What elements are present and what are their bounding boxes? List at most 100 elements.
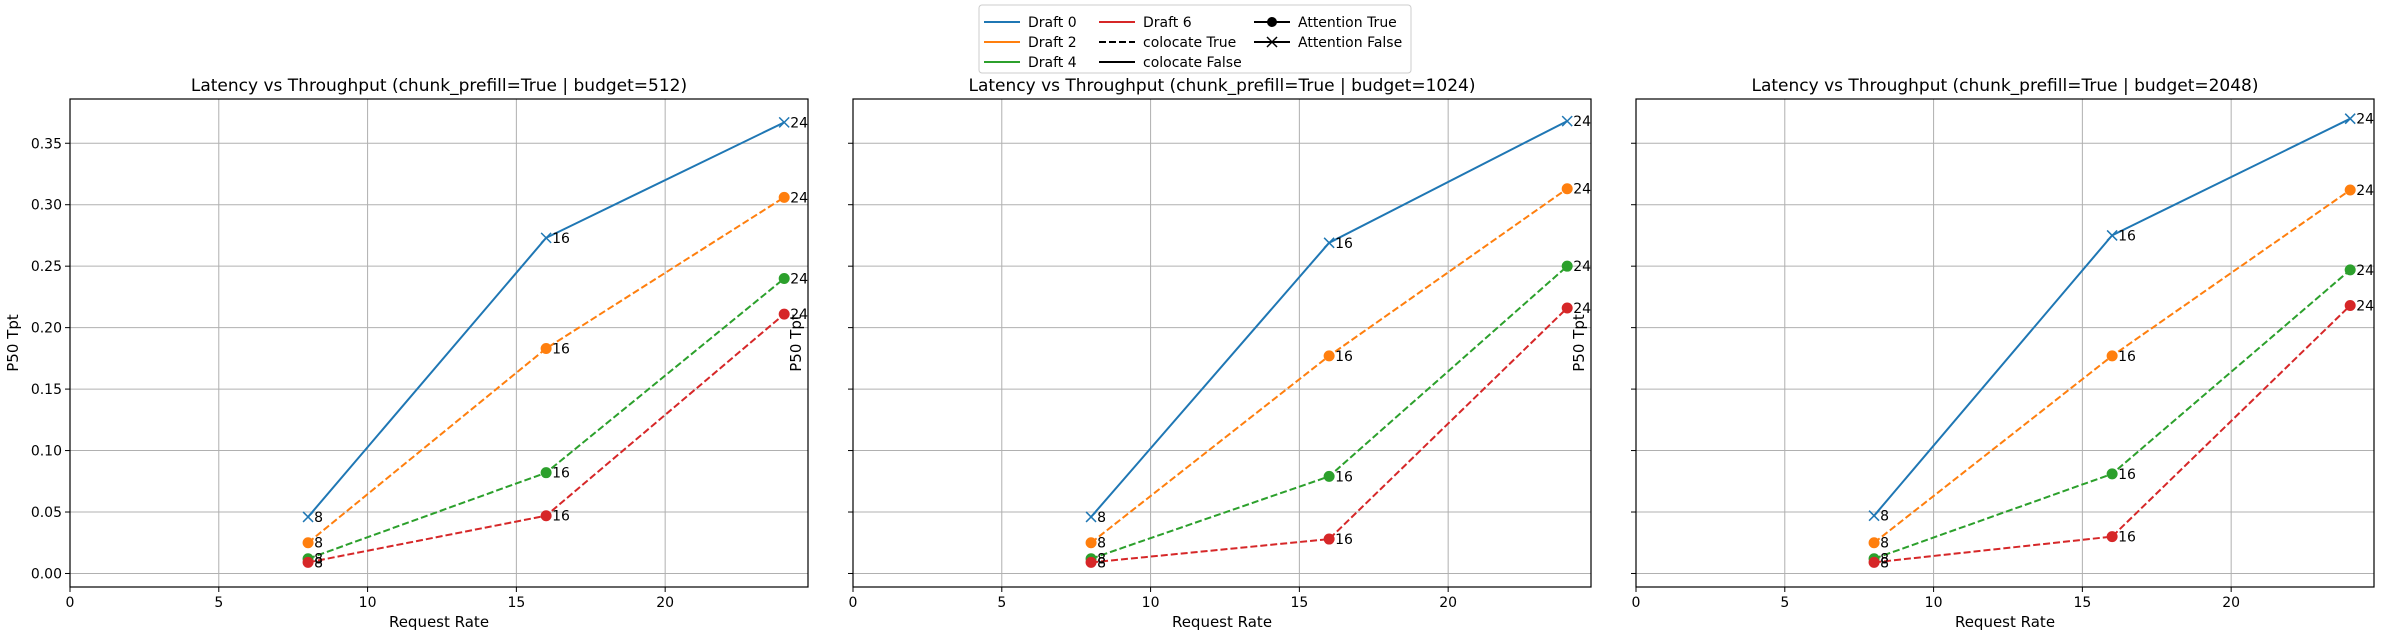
data-point-marker [1868, 556, 1880, 568]
data-point-marker [1323, 533, 1335, 545]
data-label: 16 [552, 509, 570, 525]
legend-entry-draft-6: Draft 6 [1099, 15, 1192, 31]
data-label: 16 [2118, 349, 2136, 365]
x-tick-label: 20 [656, 595, 674, 611]
y-tick-label: 0.25 [31, 259, 62, 275]
data-label: 16 [552, 466, 570, 482]
chart-title: Latency vs Throughput (chunk_prefill=Tru… [1751, 76, 2258, 96]
legend-entry-colocate-false: colocate False [1099, 55, 1242, 71]
axes-frame [852, 98, 1592, 588]
y-axis-label: P50 Tpt [4, 314, 22, 372]
legend-marker [1266, 36, 1278, 48]
data-label: 16 [552, 231, 570, 247]
legend-entry-attention-false: Attention False [1254, 35, 1402, 51]
x-tick-label: 10 [1925, 595, 1943, 611]
series-draft-0: 8 16 24 [302, 115, 808, 526]
data-label: 24 [790, 307, 808, 323]
x-axis-label: Request Rate [1172, 613, 1272, 631]
y-tick-label: 0.20 [31, 321, 62, 337]
legend-entry-draft-0: Draft 0 [984, 15, 1077, 31]
legend-label: Draft 6 [1143, 15, 1192, 31]
data-point-marker [1085, 511, 1097, 523]
data-point-marker [302, 511, 314, 523]
data-label: 16 [2118, 530, 2136, 546]
x-tick-label: 20 [1439, 595, 1457, 611]
data-label: 8 [1880, 509, 1889, 525]
series-draft-2: 8 16 24 [1868, 183, 2374, 552]
y-tick-label: 0.05 [31, 505, 62, 521]
series-draft-2: 8 16 24 [1085, 182, 1591, 552]
y-tick-label: 0.15 [31, 382, 62, 398]
legend-label: Attention False [1298, 35, 1402, 51]
x-axis-label: Request Rate [389, 613, 489, 631]
data-label: 8 [1880, 536, 1889, 552]
series-draft-4: 8 16 24 [1868, 263, 2374, 568]
data-label: 8 [1097, 552, 1106, 568]
x-tick-label: 10 [1142, 595, 1160, 611]
x-tick-label: 15 [2073, 595, 2091, 611]
data-label: 24 [790, 115, 808, 131]
data-label: 8 [1097, 510, 1106, 526]
data-point-marker [540, 510, 552, 522]
data-point-marker [302, 556, 314, 568]
data-label: 8 [314, 555, 323, 571]
legend-label: colocate False [1143, 55, 1242, 71]
legend-frame [978, 4, 1412, 74]
data-point-marker [778, 116, 790, 128]
data-label: 16 [1335, 349, 1353, 365]
x-tick-label: 20 [2222, 595, 2240, 611]
y-tick-label: 0.35 [31, 136, 62, 152]
data-point-marker [1085, 556, 1097, 568]
legend-label: Draft 0 [1028, 15, 1077, 31]
x-tick-label: 5 [1780, 595, 1789, 611]
axes-frame [1635, 98, 2375, 588]
data-label: 24 [1573, 301, 1591, 317]
data-point-marker [2344, 264, 2356, 276]
data-point-marker [1323, 470, 1335, 482]
axes-frame [69, 98, 809, 588]
data-point-marker [2106, 229, 2118, 241]
x-axis-label: Request Rate [1955, 613, 2055, 631]
series-draft-6: 8 16 24 [1868, 299, 2374, 571]
data-point-marker [2106, 350, 2118, 362]
x-tick-label: 15 [1290, 595, 1308, 611]
data-label: 16 [1335, 532, 1353, 548]
legend-entry-draft-4: Draft 4 [984, 55, 1077, 71]
data-point-marker [778, 308, 790, 320]
data-point-marker [540, 232, 552, 244]
legend-label: Draft 2 [1028, 35, 1077, 51]
legend-label: Draft 4 [1028, 55, 1077, 71]
y-axis-label: P50 Tpt [787, 314, 805, 372]
x-tick-label: 0 [1632, 595, 1641, 611]
legend-marker [1267, 17, 1277, 27]
data-label: 8 [1097, 555, 1106, 571]
data-point-marker [2344, 113, 2356, 125]
data-label: 16 [2118, 467, 2136, 483]
data-label: 8 [314, 536, 323, 552]
data-point-marker [2106, 531, 2118, 543]
x-tick-label: 15 [507, 595, 525, 611]
data-label: 8 [1880, 552, 1889, 568]
data-label: 24 [2356, 299, 2374, 315]
data-label: 8 [1097, 536, 1106, 552]
data-label: 24 [790, 271, 808, 287]
series-line [1091, 307, 1568, 564]
data-label: 16 [552, 342, 570, 358]
data-point-marker [1561, 260, 1573, 272]
x-tick-label: 10 [359, 595, 377, 611]
data-label: 24 [790, 190, 808, 206]
series-draft-0: 8 16 24 [1085, 114, 1591, 526]
y-tick-label: 0.10 [31, 444, 62, 460]
series-draft-0: 8 16 24 [1868, 112, 2374, 525]
chart-title: Latency vs Throughput (chunk_prefill=Tru… [191, 76, 687, 96]
x-tick-label: 0 [66, 595, 75, 611]
data-label: 16 [1335, 469, 1353, 485]
x-tick-label: 0 [849, 595, 858, 611]
series-line [307, 196, 785, 544]
data-point-marker [1561, 183, 1573, 195]
